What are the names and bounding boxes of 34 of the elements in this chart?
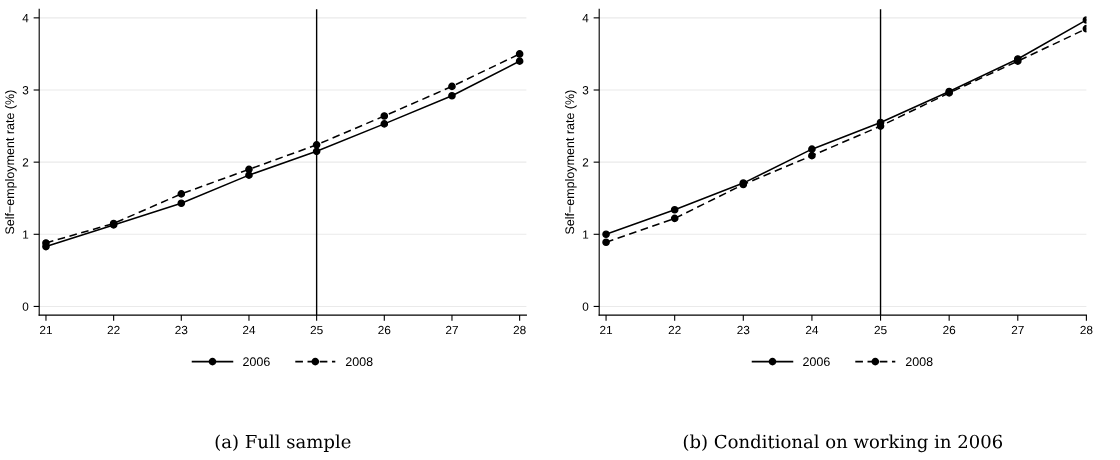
legend-label: 2006 — [803, 357, 830, 367]
x-tick-label: 25 — [310, 325, 323, 335]
y-tick-label: 1 — [583, 230, 589, 239]
y-tick-label: 0 — [22, 302, 29, 311]
y-tick-label: 4 — [22, 14, 29, 23]
x-tick-label: 28 — [1080, 325, 1093, 335]
y-tick-label: 3 — [582, 86, 589, 95]
y-tick-label: 2 — [22, 158, 29, 167]
x-tick-label: 21 — [600, 325, 613, 335]
x-tick-label: 28 — [513, 325, 526, 335]
text: (a) Full sample — [215, 434, 351, 452]
text: (b) Conditional on working in 2006 — [683, 434, 1003, 453]
y-tick-label: 1 — [23, 230, 29, 239]
x-tick-label: 22 — [668, 325, 681, 335]
y-tick-label: 2 — [582, 158, 589, 167]
x-tick-label: 23 — [175, 325, 188, 335]
legend-label: 2008 — [905, 357, 933, 367]
x-tick-label: 25 — [874, 325, 887, 335]
x-tick-label: 23 — [737, 325, 750, 335]
y-axis-title: Self−employment rate (%) — [565, 90, 577, 234]
x-tick-label: 24 — [243, 325, 256, 335]
x-tick-label: 24 — [805, 325, 819, 335]
x-tick-label: 27 — [1011, 325, 1024, 335]
y-axis-title: Self−employment rate (%) — [5, 90, 17, 234]
x-tick-label: 21 — [40, 325, 52, 335]
x-tick-label: 26 — [378, 325, 391, 335]
x-tick-label: 27 — [446, 325, 458, 335]
y-tick-label: 4 — [582, 14, 589, 23]
x-tick-label: 22 — [107, 325, 120, 335]
legend-label: 2008 — [345, 357, 373, 367]
y-tick-label: 0 — [582, 302, 589, 311]
x-tick-label: 26 — [943, 325, 956, 335]
legend-label: 2006 — [243, 357, 270, 367]
y-tick-label: 3 — [22, 86, 29, 95]
